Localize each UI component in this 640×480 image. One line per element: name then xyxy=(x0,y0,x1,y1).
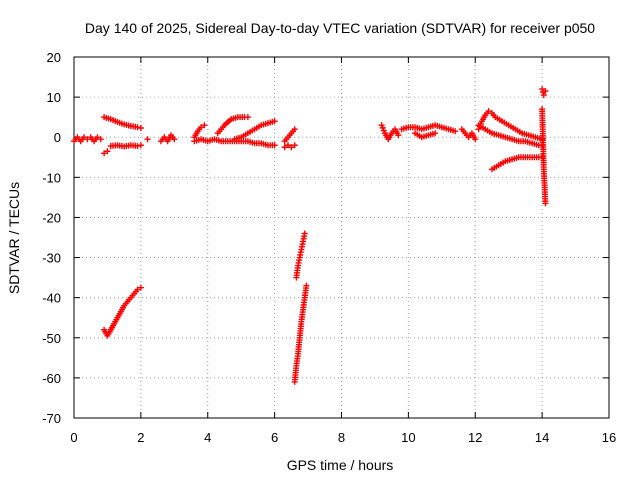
y-tick-label: -20 xyxy=(42,210,61,225)
data-point xyxy=(472,136,479,143)
data-point xyxy=(81,134,88,141)
y-tick-label: 0 xyxy=(54,130,61,145)
data-point xyxy=(144,136,151,143)
x-tick-label: 2 xyxy=(137,430,144,445)
data-point xyxy=(291,126,298,133)
y-tick-label: -70 xyxy=(42,411,61,426)
data-point xyxy=(137,124,144,131)
data-point xyxy=(244,114,251,121)
y-tick-label: -40 xyxy=(42,291,61,306)
data-point xyxy=(288,144,295,151)
x-tick-label: 6 xyxy=(271,430,278,445)
data-point xyxy=(201,122,208,129)
data-point xyxy=(101,150,108,157)
data-point xyxy=(134,143,141,150)
data-point xyxy=(198,124,205,131)
y-axis-label: SDTVAR / TECUs xyxy=(6,182,22,294)
data-point xyxy=(540,92,547,99)
x-axis-label: GPS time / hours xyxy=(287,457,394,473)
x-tick-label: 0 xyxy=(70,430,77,445)
data-points xyxy=(71,86,549,385)
data-point xyxy=(97,136,104,143)
data-point xyxy=(542,200,549,207)
data-point xyxy=(171,136,178,143)
y-tick-label: 20 xyxy=(47,50,61,65)
x-tick-label: 4 xyxy=(204,430,211,445)
x-axis-ticks: 0 2 4 6 8 10 12 14 16 xyxy=(70,57,616,445)
y-tick-label: -10 xyxy=(42,170,61,185)
data-point xyxy=(539,136,546,143)
data-point xyxy=(452,128,459,135)
data-point xyxy=(137,284,144,291)
data-point xyxy=(485,108,492,115)
x-tick-label: 12 xyxy=(468,430,482,445)
y-tick-label: -60 xyxy=(42,371,61,386)
x-tick-label: 8 xyxy=(338,430,345,445)
x-tick-label: 10 xyxy=(401,430,415,445)
data-point xyxy=(84,136,91,143)
data-point xyxy=(303,282,310,289)
chart-title: Day 140 of 2025, Sidereal Day-to-day VTE… xyxy=(85,20,595,36)
data-point xyxy=(539,86,546,93)
data-point xyxy=(542,88,549,95)
data-point xyxy=(104,148,111,155)
y-tick-label: 10 xyxy=(47,90,61,105)
data-point xyxy=(134,124,141,131)
data-point xyxy=(432,130,439,137)
data-point xyxy=(137,142,144,149)
x-tick-label: 14 xyxy=(535,430,549,445)
y-tick-label: -50 xyxy=(42,331,61,346)
data-point xyxy=(291,142,298,149)
data-point xyxy=(395,132,402,139)
data-point xyxy=(271,118,278,125)
grid-lines xyxy=(74,57,609,418)
data-point xyxy=(301,230,308,237)
x-tick-label: 16 xyxy=(602,430,616,445)
y-tick-label: -30 xyxy=(42,251,61,266)
data-point xyxy=(271,142,278,149)
data-point xyxy=(134,286,141,293)
data-point xyxy=(281,144,288,151)
y-axis-ticks: 20 10 0 -10 -20 -30 -40 -50 -60 -70 xyxy=(42,50,609,426)
data-point xyxy=(94,134,101,141)
data-point xyxy=(285,142,291,149)
